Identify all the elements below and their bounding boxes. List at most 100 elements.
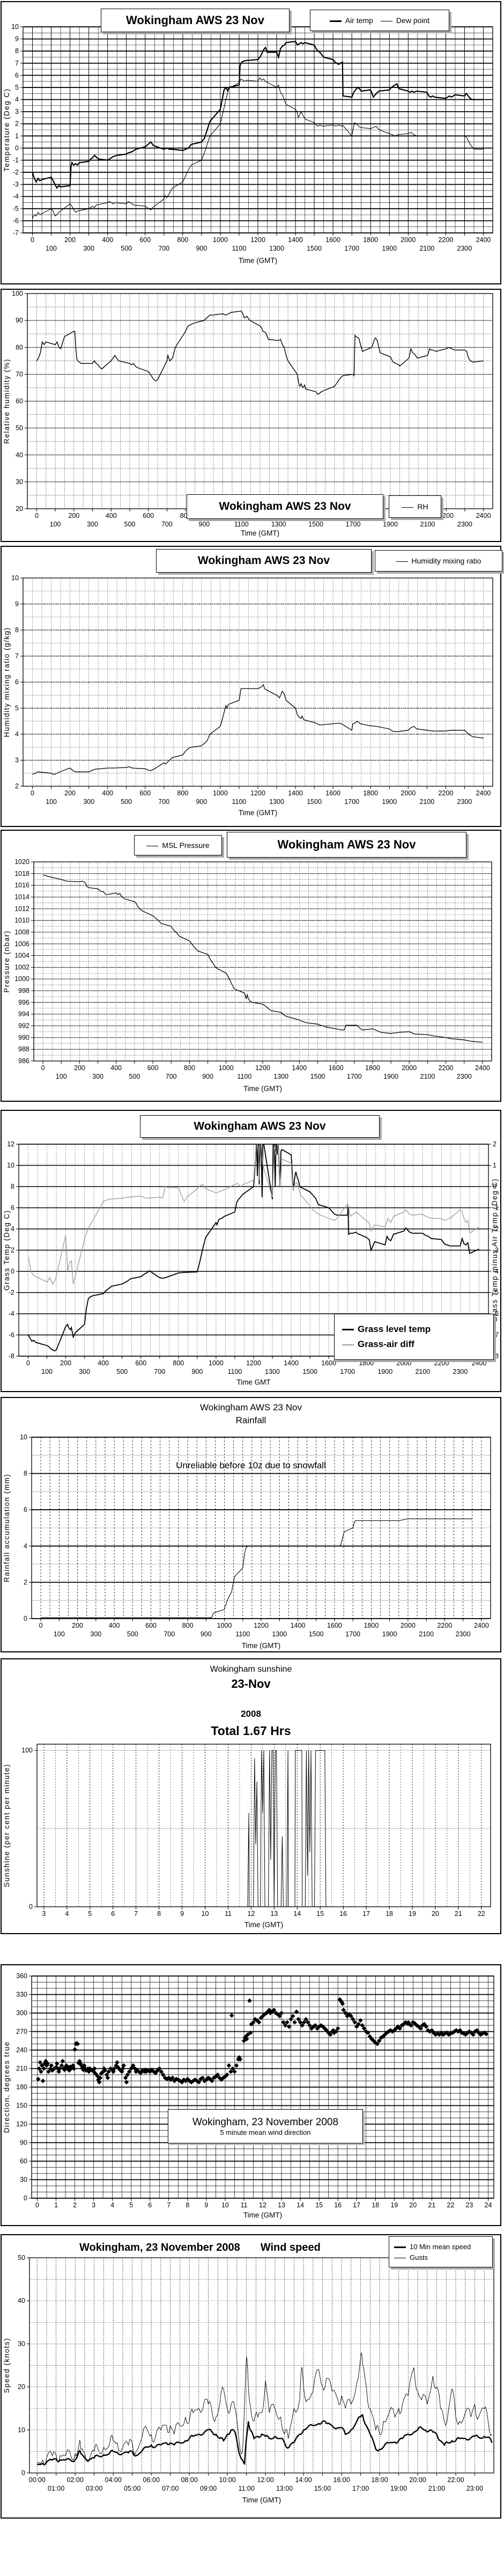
pressure-plot-canvas: 0 100 200 300 400 500 600 700 800 900 1000 1100 1200… — [2, 831, 500, 1103]
svg-text:2100: 2100 — [415, 1368, 430, 1375]
rainfall-reliability-note: Unreliable before 10z due to snowfall — [176, 1460, 326, 1470]
svg-text:2400: 2400 — [476, 512, 491, 519]
svg-text:992: 992 — [18, 1022, 29, 1030]
svg-text:1400: 1400 — [288, 789, 303, 797]
svg-text:9: 9 — [15, 601, 19, 608]
svg-text:10: 10 — [202, 1910, 209, 1918]
legend-item-air-temp: Air temp — [329, 16, 373, 25]
svg-text:1800: 1800 — [365, 1064, 380, 1072]
svg-text:15: 15 — [315, 2201, 323, 2209]
wind-direction-chart: 0 1 2 3 4 5 6 7 8 9 10 11 12 13 14 15 16 17 18 19 20 21 22 23 24… — [1, 1964, 501, 2226]
air-temp-line-sample — [329, 20, 342, 22]
svg-text:-6: -6 — [9, 1331, 14, 1339]
svg-text:2300: 2300 — [453, 1368, 468, 1375]
svg-text:800: 800 — [184, 1064, 195, 1072]
svg-text:17: 17 — [362, 1910, 370, 1918]
grass-air-diff-line-sample — [342, 1344, 354, 1345]
mixing-ratio-chart-legend: Humidity mixing ratio — [375, 550, 502, 572]
svg-text:14: 14 — [297, 2201, 304, 2209]
mixing-ratio-chart-title: Wokingham AWS 23 Nov — [156, 549, 372, 573]
svg-text:1700: 1700 — [346, 521, 361, 528]
pressure-chart-legend: MSL Pressure — [134, 835, 222, 855]
svg-text:-7: -7 — [493, 1331, 499, 1339]
svg-text:2200: 2200 — [439, 1064, 454, 1072]
svg-text:-1: -1 — [13, 156, 19, 164]
svg-text:Time (GMT): Time (GMT) — [241, 529, 279, 537]
svg-text:2: 2 — [15, 120, 19, 128]
svg-text:400: 400 — [109, 1622, 120, 1629]
svg-text:800: 800 — [177, 236, 188, 244]
svg-text:-1: -1 — [493, 1204, 499, 1212]
wind-speed-chart-legend: 10 Min mean speed Gusts — [389, 2236, 493, 2267]
svg-text:2: 2 — [15, 782, 19, 790]
svg-text:21: 21 — [428, 2201, 435, 2209]
svg-text:9: 9 — [204, 2201, 208, 2209]
svg-text:4: 4 — [15, 730, 19, 738]
svg-text:2: 2 — [24, 1578, 27, 1586]
svg-text:12: 12 — [259, 2201, 266, 2209]
svg-text:1300: 1300 — [265, 1368, 280, 1375]
wind-speed-chart-title: Wokingham, 23 November 2008 Wind speed — [79, 2242, 321, 2253]
svg-text:23: 23 — [465, 2201, 473, 2209]
svg-text:0: 0 — [21, 2469, 25, 2477]
svg-text:1018: 1018 — [14, 870, 29, 877]
svg-text:20: 20 — [432, 1910, 439, 1918]
svg-text:18:00: 18:00 — [371, 2476, 388, 2484]
svg-text:11: 11 — [225, 1910, 232, 1918]
svg-text:270: 270 — [16, 2028, 27, 2036]
svg-text:0: 0 — [31, 236, 34, 244]
svg-text:2200: 2200 — [437, 1622, 452, 1629]
svg-text:Time (GMT): Time (GMT) — [239, 257, 277, 265]
svg-text:19: 19 — [409, 1910, 416, 1918]
svg-text:900: 900 — [198, 521, 210, 528]
svg-text:1000: 1000 — [209, 1359, 224, 1367]
svg-text:200: 200 — [68, 512, 79, 519]
svg-text:1100: 1100 — [232, 798, 247, 806]
svg-text:1004: 1004 — [14, 952, 29, 960]
svg-text:6: 6 — [24, 1506, 27, 1513]
svg-text:1400: 1400 — [292, 1064, 307, 1072]
svg-text:5: 5 — [88, 1910, 92, 1918]
svg-text:500: 500 — [121, 798, 132, 806]
svg-text:900: 900 — [201, 1630, 212, 1638]
grass-temp-chart-legend: Grass level temp Grass-air diff — [334, 1314, 494, 1360]
svg-text:1900: 1900 — [382, 1630, 397, 1638]
svg-text:30: 30 — [20, 2176, 27, 2184]
svg-text:-7: -7 — [13, 229, 19, 237]
svg-text:2100: 2100 — [420, 521, 435, 528]
svg-text:13: 13 — [270, 1910, 278, 1918]
svg-text:120: 120 — [16, 2120, 27, 2128]
svg-text:4: 4 — [65, 1910, 69, 1918]
svg-text:17:00: 17:00 — [352, 2485, 369, 2492]
svg-text:-4: -4 — [9, 1310, 14, 1318]
svg-text:1500: 1500 — [309, 1630, 324, 1638]
svg-text:16: 16 — [334, 2201, 342, 2209]
svg-text:6: 6 — [15, 678, 19, 686]
svg-text:8: 8 — [15, 626, 19, 634]
svg-text:1000: 1000 — [213, 789, 228, 797]
svg-text:100: 100 — [21, 1747, 33, 1754]
svg-text:1: 1 — [54, 2201, 58, 2209]
svg-text:990: 990 — [18, 1034, 29, 1041]
svg-text:03:00: 03:00 — [86, 2485, 102, 2492]
svg-text:3: 3 — [92, 2201, 95, 2209]
svg-text:2400: 2400 — [476, 789, 491, 797]
svg-text:2300: 2300 — [457, 1073, 472, 1080]
svg-text:600: 600 — [139, 789, 151, 797]
svg-text:1006: 1006 — [14, 940, 29, 948]
svg-text:1000: 1000 — [217, 1622, 232, 1629]
svg-text:20: 20 — [409, 2201, 417, 2209]
svg-text:1700: 1700 — [347, 1073, 362, 1080]
svg-text:600: 600 — [145, 1622, 157, 1629]
svg-text:1600: 1600 — [325, 236, 340, 244]
svg-text:1900: 1900 — [382, 245, 397, 252]
sunshine-chart: 3 4 5 6 7 8 9 10 11 12 13 14 15 16 17 18 19 20 21 22 100 0 Tim… — [1, 1658, 501, 1934]
svg-text:13: 13 — [278, 2201, 285, 2209]
svg-text:10: 10 — [11, 23, 19, 31]
sunshine-total-hours: Total 1.67 Hrs — [211, 1724, 291, 1738]
svg-text:1400: 1400 — [291, 1622, 306, 1629]
svg-text:Grass Temp minus Air Temp (Deg: Grass Temp minus Air Temp (Deg C) — [491, 1178, 499, 1322]
svg-text:1500: 1500 — [307, 798, 322, 806]
svg-text:3: 3 — [42, 1910, 46, 1918]
svg-text:0: 0 — [26, 1359, 30, 1367]
